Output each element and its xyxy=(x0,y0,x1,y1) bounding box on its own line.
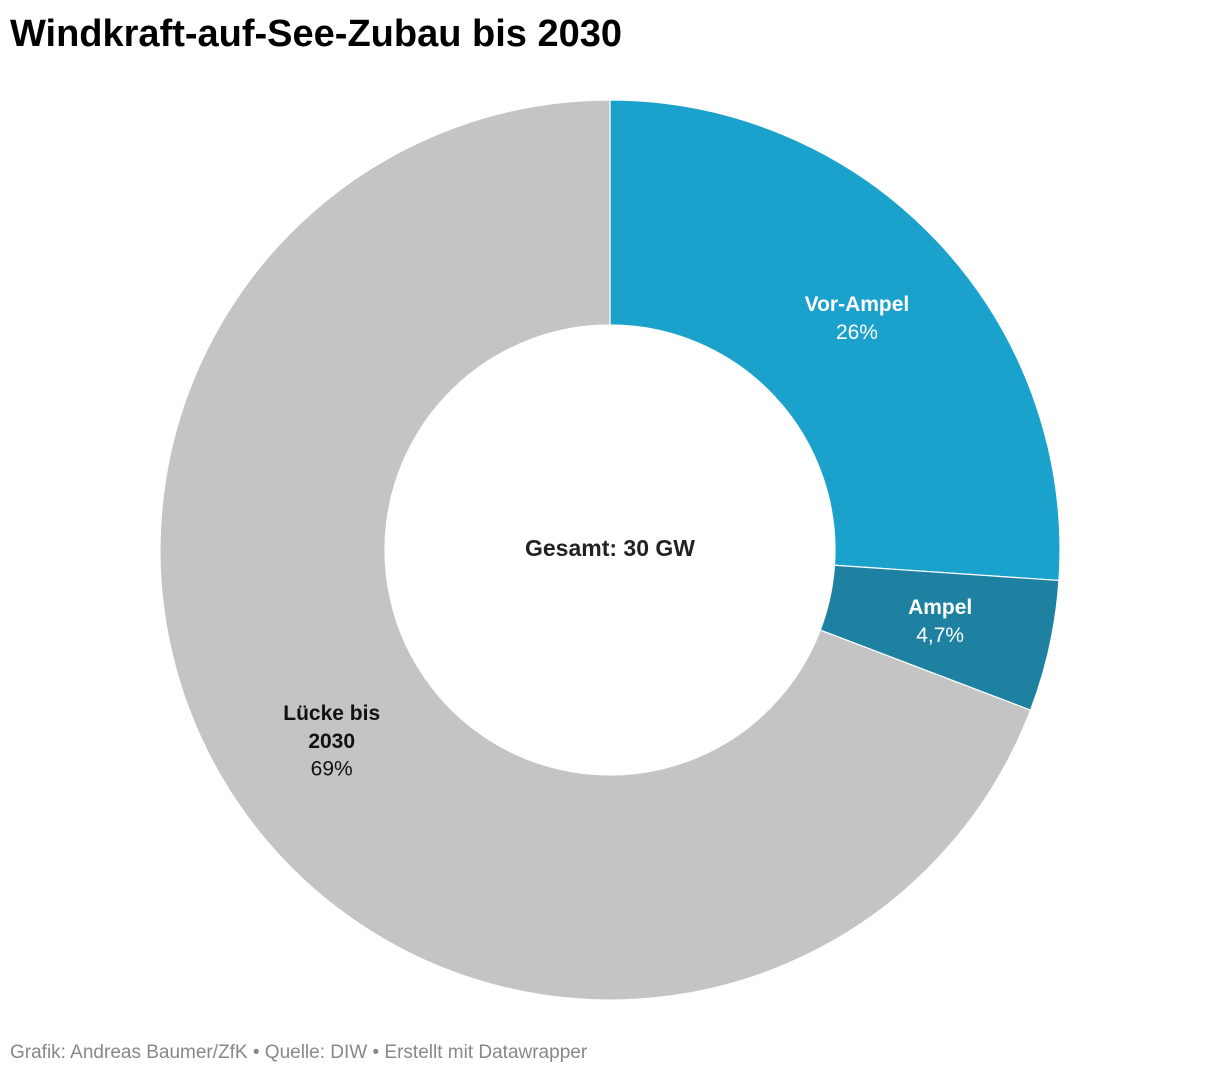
chart-title: Windkraft-auf-See-Zubau bis 2030 xyxy=(10,13,622,55)
footer: Grafik: Andreas Baumer/ZfK • Quelle: DIW… xyxy=(10,1042,588,1063)
slice-value-label: 26% xyxy=(836,321,878,344)
slice-label: Vor-Ampel xyxy=(805,293,910,316)
slice-label: Lücke bis 2030 xyxy=(283,701,380,752)
slice xyxy=(159,99,1032,1001)
slice xyxy=(609,99,1061,582)
center-label: Gesamt: 30 GW xyxy=(525,535,695,561)
slice-label: Ampel xyxy=(908,596,972,619)
slice-value-label: 4,7% xyxy=(916,624,964,647)
slice-value-label: 69% xyxy=(311,757,353,780)
